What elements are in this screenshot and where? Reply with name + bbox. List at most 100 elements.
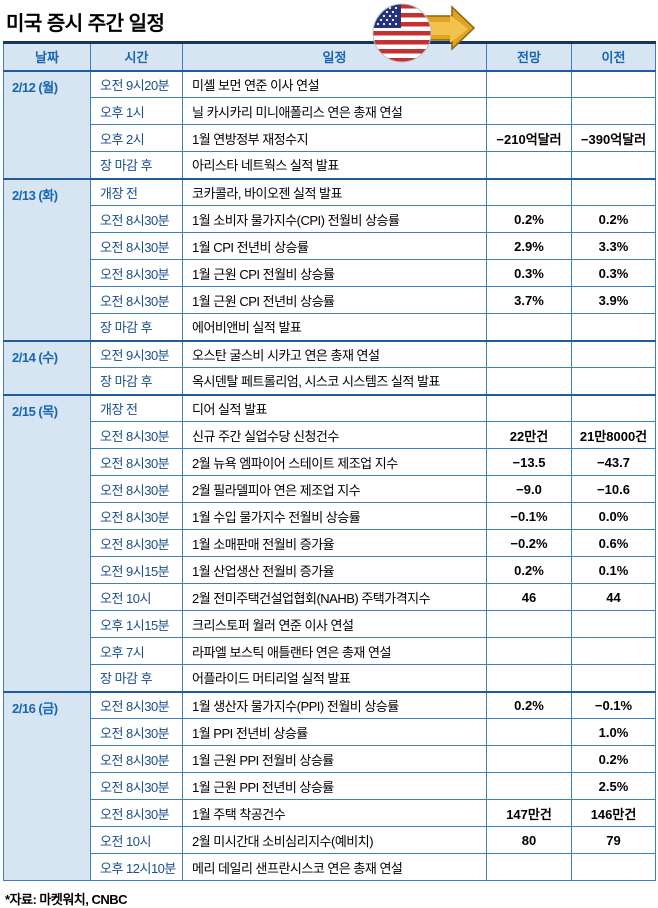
table-row: 오전 8시30분 1월 소비자 물가지수(CPI) 전월비 상승률 0.2% 0.2%	[4, 205, 656, 233]
previous-cell: 0.3%	[571, 259, 656, 287]
time-cell: 개장 전	[90, 177, 183, 206]
table-row: 오전 10시 2월 미시간대 소비심리지수(예비치) 80 79	[4, 826, 656, 854]
time-cell: 장 마감 후	[90, 664, 183, 692]
us-flag-icon	[372, 3, 432, 63]
time-cell: 오전 8시30분	[90, 475, 183, 503]
previous-cell: −43.7	[571, 448, 656, 476]
time-cell: 오후 12시10분	[90, 853, 183, 881]
time-cell: 오후 1시15분	[90, 610, 183, 638]
date-cell: 2/16 (금)	[3, 690, 91, 881]
time-cell: 오후 7시	[90, 637, 183, 665]
table-row: 오전 9시15분 1월 산업생산 전월비 증가율 0.2% 0.1%	[4, 556, 656, 584]
event-cell: 옥시덴탈 페트롤리엄, 시스코 시스템즈 실적 발표	[182, 367, 487, 395]
event-cell: 1월 생산자 물가지수(PPI) 전월비 상승률	[182, 690, 487, 719]
column-header-previous: 이전	[571, 41, 656, 71]
previous-cell: 21만8000건	[571, 421, 656, 449]
forecast-cell: 22만건	[486, 421, 572, 449]
table-row: 장 마감 후 옥시덴탈 페트롤리엄, 시스코 시스템즈 실적 발표	[4, 367, 656, 395]
table-row: 오후 7시 라파엘 보스틱 애틀랜타 연은 총재 연설	[4, 637, 656, 665]
forecast-cell: −9.0	[486, 475, 572, 503]
forecast-cell	[486, 151, 572, 179]
event-cell: 코카콜라, 바이오젠 실적 발표	[182, 177, 487, 206]
table-row: 오후 2시 1월 연방정부 재정수지 −210억달러 −390억달러	[4, 124, 656, 152]
forecast-cell	[486, 367, 572, 395]
table-row: 오전 8시30분 1월 근원 CPI 전년비 상승률 3.7% 3.9%	[4, 286, 656, 314]
table-row: 오후 12시10분 메리 데일리 샌프란시스코 연은 총재 연설	[4, 853, 656, 881]
previous-cell	[571, 664, 656, 692]
forecast-cell	[486, 718, 572, 746]
previous-cell	[571, 610, 656, 638]
previous-cell	[571, 853, 656, 881]
forecast-cell	[486, 664, 572, 692]
event-cell: 1월 수입 물가지수 전월비 상승률	[182, 502, 487, 530]
event-cell: 1월 소매판매 전월비 증가율	[182, 529, 487, 557]
forecast-cell	[486, 177, 572, 206]
date-cell: 2/14 (수)	[3, 339, 91, 395]
event-cell: 1월 산업생산 전월비 증가율	[182, 556, 487, 584]
event-cell: 디어 실적 발표	[182, 393, 487, 422]
event-cell: 2월 필라델피아 연은 제조업 지수	[182, 475, 487, 503]
previous-cell: 3.9%	[571, 286, 656, 314]
table-row: 오전 8시30분 신규 주간 실업수당 신청건수 22만건 21만8000건	[4, 421, 656, 449]
event-cell: 1월 소비자 물가지수(CPI) 전월비 상승률	[182, 205, 487, 233]
event-cell: 1월 근원 PPI 전월비 상승률	[182, 745, 487, 773]
event-cell: 2월 미시간대 소비심리지수(예비치)	[182, 826, 487, 854]
previous-cell	[571, 313, 656, 341]
forecast-cell: 0.2%	[486, 556, 572, 584]
previous-cell	[571, 637, 656, 665]
table-row: 장 마감 후 아리스타 네트웍스 실적 발표	[4, 151, 656, 179]
time-cell: 개장 전	[90, 393, 183, 422]
event-cell: 1월 연방정부 재정수지	[182, 124, 487, 152]
previous-cell	[571, 151, 656, 179]
column-header-event: 일정	[182, 41, 487, 71]
forecast-cell	[486, 393, 572, 422]
table-row: 2/16 (금) 오전 8시30분 1월 생산자 물가지수(PPI) 전월비 상승률…	[3, 690, 656, 881]
forecast-cell	[486, 745, 572, 773]
forecast-cell	[486, 339, 572, 368]
time-cell: 오전 8시30분	[90, 205, 183, 233]
previous-cell: 0.1%	[571, 556, 656, 584]
event-cell: 1월 PPI 전년비 상승률	[182, 718, 487, 746]
time-cell: 오전 8시30분	[90, 718, 183, 746]
table-row: 오전 8시30분 1월 근원 CPI 전월비 상승률 0.3% 0.3%	[4, 259, 656, 287]
column-header-time: 시간	[90, 41, 183, 71]
forecast-cell	[486, 97, 572, 125]
table-row: 오전 8시30분 1월 PPI 전년비 상승률 1.0%	[4, 718, 656, 746]
previous-cell	[571, 393, 656, 422]
forecast-cell	[486, 610, 572, 638]
table-row: 2/15 (목) 개장 전 디어 실적 발표	[3, 393, 656, 692]
forecast-cell: 2.9%	[486, 232, 572, 260]
table-row: 장 마감 후 에어비앤비 실적 발표	[4, 313, 656, 341]
table-row: 2/13 (화) 개장 전 코카콜라, 바이오젠 실적 발표	[3, 177, 656, 341]
time-cell: 장 마감 후	[90, 367, 183, 395]
time-cell: 오후 1시	[90, 97, 183, 125]
forecast-cell: −0.1%	[486, 502, 572, 530]
table-row: 오후 1시 닐 카시카리 미니애폴리스 연은 총재 연설	[4, 97, 656, 125]
time-cell: 오후 2시	[90, 124, 183, 152]
source-note: *자료: 마켓워치, CNBC	[5, 892, 128, 907]
time-cell: 오전 9시15분	[90, 556, 183, 584]
date-cell: 2/13 (화)	[3, 177, 91, 341]
forecast-cell	[486, 637, 572, 665]
forecast-cell: −13.5	[486, 448, 572, 476]
event-cell: 닐 카시카리 미니애폴리스 연은 총재 연설	[182, 97, 487, 125]
event-cell: 에어비앤비 실적 발표	[182, 313, 487, 341]
time-cell: 오전 10시	[90, 583, 183, 611]
time-cell: 장 마감 후	[90, 151, 183, 179]
previous-cell	[571, 177, 656, 206]
forecast-cell: 0.2%	[486, 690, 572, 719]
previous-cell: 79	[571, 826, 656, 854]
table-row: 오전 8시30분 1월 CPI 전년비 상승률 2.9% 3.3%	[4, 232, 656, 260]
previous-cell: 0.0%	[571, 502, 656, 530]
time-cell: 오전 8시30분	[90, 529, 183, 557]
table-row: 2/12 (월) 오전 9시20분 미셸 보먼 연준 이사 연설	[3, 69, 656, 179]
page-title: 미국 증시 주간 일정	[6, 13, 165, 35]
forecast-cell	[486, 69, 572, 98]
table-row: 오전 8시30분 1월 소매판매 전월비 증가율 −0.2% 0.6%	[4, 529, 656, 557]
event-cell: 2월 뉴욕 엠파이어 스테이트 제조업 지수	[182, 448, 487, 476]
table-row: 오전 8시30분 2월 뉴욕 엠파이어 스테이트 제조업 지수 −13.5 −43.7	[4, 448, 656, 476]
column-header-date: 날짜	[3, 41, 91, 71]
table-row: 2/14 (수) 오전 9시30분 오스탄 굴스비 시카고 연은 총재 연설	[3, 339, 656, 395]
forecast-cell	[486, 853, 572, 881]
forecast-cell: −210억달러	[486, 124, 572, 152]
